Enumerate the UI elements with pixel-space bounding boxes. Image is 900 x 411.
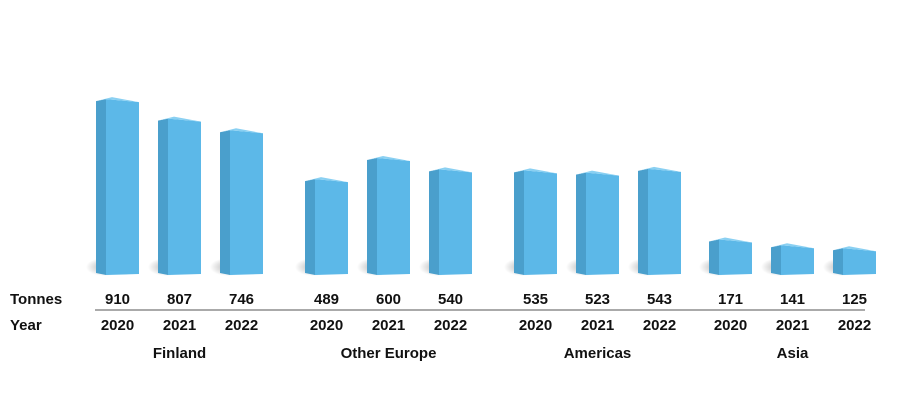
bar-side-face bbox=[709, 239, 719, 275]
bar-side-face bbox=[429, 169, 439, 275]
bar-side-face bbox=[158, 118, 168, 275]
bar-side-face bbox=[771, 245, 781, 275]
bar-side-face bbox=[514, 170, 524, 275]
bar-side-face bbox=[305, 179, 315, 275]
year-label: 2020 bbox=[519, 317, 552, 334]
bar-top-face bbox=[514, 168, 557, 174]
year-label: 2022 bbox=[225, 317, 258, 334]
year-label: 2020 bbox=[310, 317, 343, 334]
bar-front-face bbox=[439, 169, 472, 275]
bar-top-face bbox=[429, 167, 472, 173]
group-label: Other Europe bbox=[341, 345, 437, 362]
bar-front-face bbox=[230, 130, 263, 275]
bar-asia-2021 bbox=[771, 243, 814, 275]
year-label: 2020 bbox=[714, 317, 747, 334]
bar-front-face bbox=[168, 118, 201, 275]
bar-top-face bbox=[96, 97, 139, 103]
group-label: Asia bbox=[777, 345, 809, 362]
bar-top-face bbox=[638, 166, 681, 172]
bar-front-face bbox=[843, 248, 876, 275]
bar-side-face bbox=[833, 248, 843, 275]
bar-other-europe-2022 bbox=[429, 167, 472, 275]
row-label-year: Year bbox=[10, 317, 42, 334]
bar-side-face bbox=[220, 130, 230, 275]
bar-front-face bbox=[586, 172, 619, 275]
bar-asia-2022 bbox=[833, 246, 876, 275]
value-label: 600 bbox=[376, 291, 401, 308]
value-label: 171 bbox=[718, 291, 743, 308]
bar-top-face bbox=[709, 237, 752, 243]
value-label: 910 bbox=[105, 291, 130, 308]
group-label: Finland bbox=[153, 345, 206, 362]
bars-layer bbox=[96, 97, 876, 275]
value-label: 141 bbox=[780, 291, 805, 308]
bar-front-face bbox=[315, 179, 348, 275]
year-label: 2021 bbox=[163, 317, 196, 334]
bar-finland-2020 bbox=[96, 97, 139, 275]
bar-top-face bbox=[576, 170, 619, 176]
bar-front-face bbox=[648, 168, 681, 275]
row-label-tonnes: Tonnes bbox=[10, 291, 62, 308]
bar-other-europe-2021 bbox=[367, 156, 410, 275]
bar-side-face bbox=[96, 99, 106, 275]
bar-americas-2022 bbox=[638, 166, 681, 275]
value-label: 489 bbox=[314, 291, 339, 308]
year-label: 2020 bbox=[101, 317, 134, 334]
year-label: 2021 bbox=[581, 317, 614, 334]
bar-top-face bbox=[220, 128, 263, 134]
value-label: 746 bbox=[229, 291, 254, 308]
value-label: 543 bbox=[647, 291, 672, 308]
bar-finland-2022 bbox=[220, 128, 263, 275]
year-label: 2021 bbox=[372, 317, 405, 334]
bar-front-face bbox=[377, 158, 410, 275]
bar-front-face bbox=[106, 99, 139, 275]
bar-asia-2020 bbox=[709, 237, 752, 275]
bar-top-face bbox=[158, 116, 201, 122]
bar-front-face bbox=[719, 239, 752, 275]
value-label: 807 bbox=[167, 291, 192, 308]
bar-front-face bbox=[781, 245, 814, 275]
bar-side-face bbox=[576, 172, 586, 275]
value-label: 125 bbox=[842, 291, 867, 308]
bar-side-face bbox=[367, 158, 377, 275]
bar-top-face bbox=[305, 177, 348, 183]
bar-side-face bbox=[638, 168, 648, 275]
year-label: 2022 bbox=[643, 317, 676, 334]
value-label: 523 bbox=[585, 291, 610, 308]
value-label: 535 bbox=[523, 291, 548, 308]
bar-finland-2021 bbox=[158, 116, 201, 275]
bar-top-face bbox=[833, 246, 876, 252]
bar-front-face bbox=[524, 170, 557, 275]
value-label: 540 bbox=[438, 291, 463, 308]
labels-layer: Tonnes Year 910 2020 807 2021 746 2022 Finland… bbox=[10, 291, 871, 362]
bar-americas-2021 bbox=[576, 170, 619, 275]
year-label: 2022 bbox=[838, 317, 871, 334]
year-label: 2022 bbox=[434, 317, 467, 334]
bar-americas-2020 bbox=[514, 168, 557, 275]
group-label: Americas bbox=[564, 345, 632, 362]
bar-other-europe-2020 bbox=[305, 177, 348, 275]
bar-top-face bbox=[367, 156, 410, 161]
bar-top-face bbox=[771, 243, 814, 249]
year-label: 2021 bbox=[776, 317, 809, 334]
